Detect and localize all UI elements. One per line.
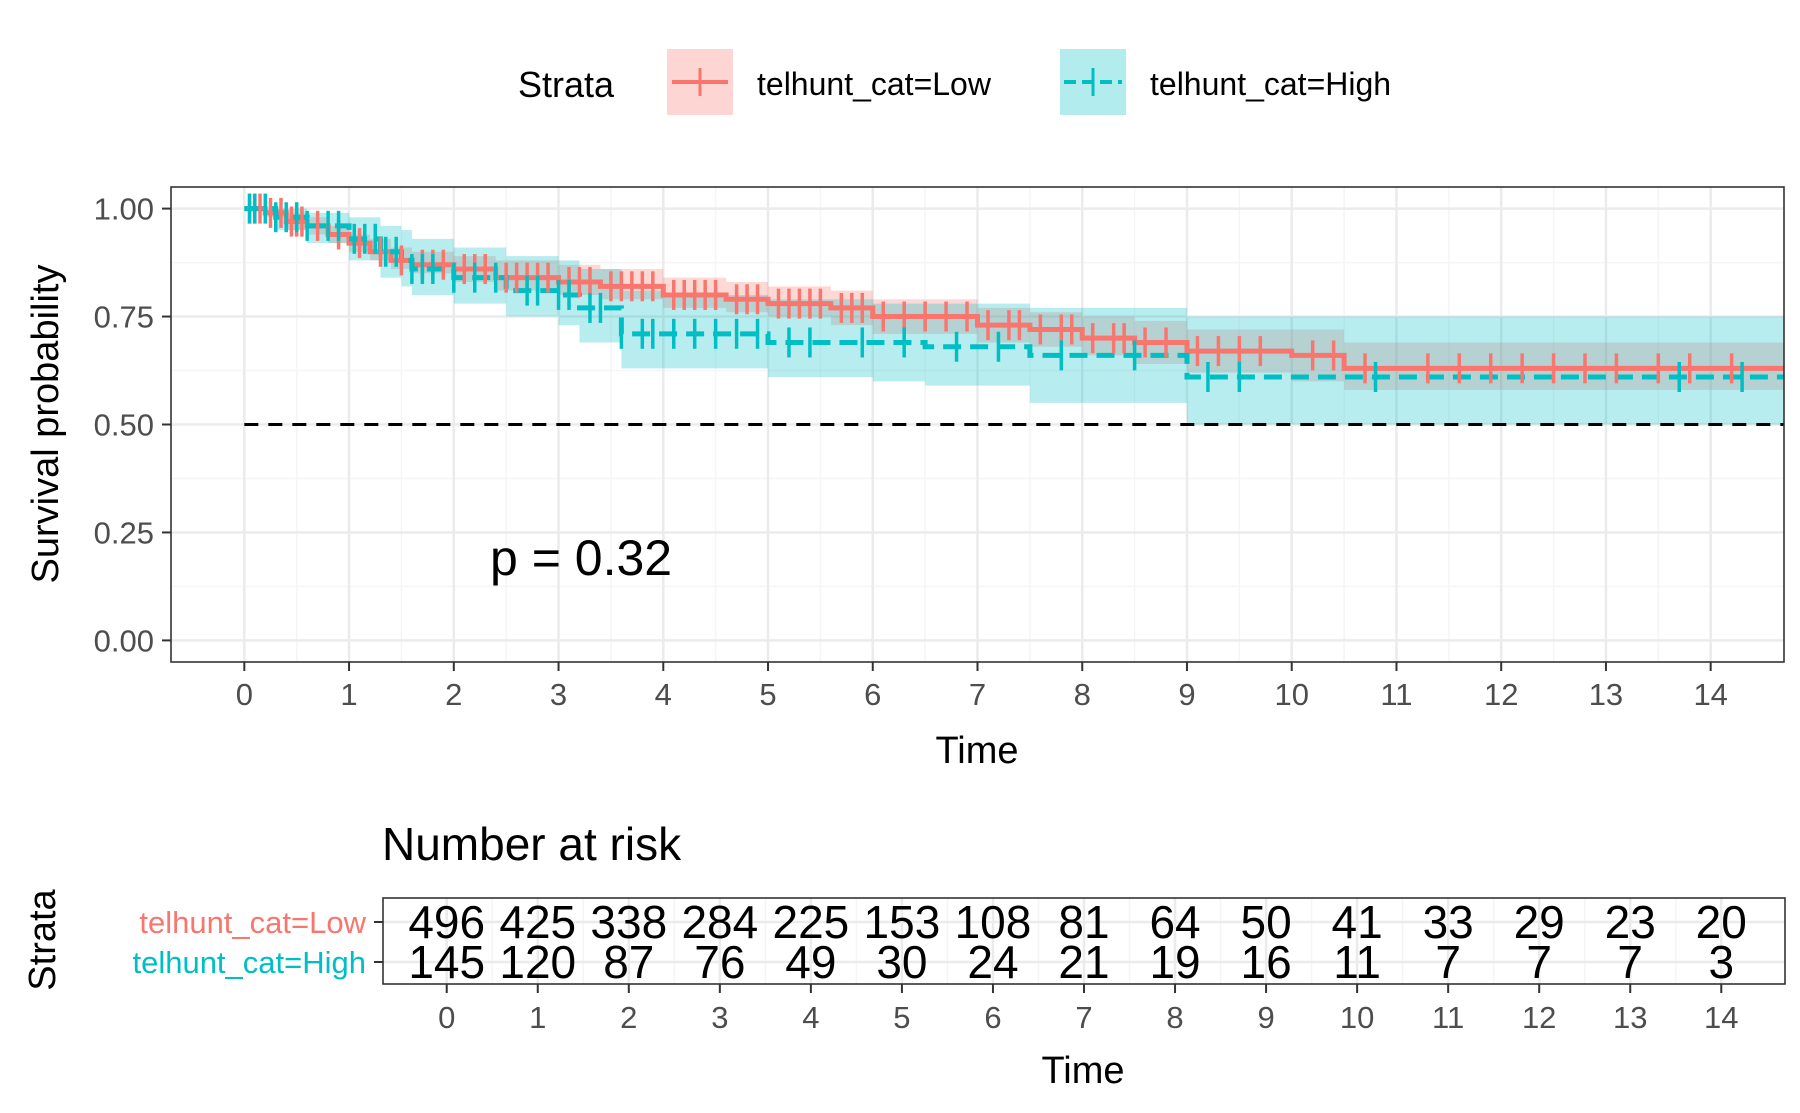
- risk-table-strata-labels: telhunt_cat=Low telhunt_cat=High: [132, 905, 383, 980]
- risk-table-x-axis-title: Time: [1041, 1050, 1124, 1092]
- risk-value-low: 108: [955, 896, 1032, 948]
- x-tick-label: 5: [759, 677, 776, 712]
- x-tick-label: 12: [1484, 677, 1518, 712]
- legend: Strata telhunt_cat=Low telhunt_cat=High: [518, 49, 1391, 115]
- risk-table-grid: [383, 898, 1785, 984]
- risk-value-low: 225: [773, 896, 850, 948]
- risk-x-tick-label: 2: [620, 1000, 637, 1035]
- risk-x-tick-label: 1: [529, 1000, 546, 1035]
- x-tick-label: 9: [1178, 677, 1195, 712]
- risk-x-tick-label: 4: [802, 1000, 819, 1035]
- risk-value-high: 145: [408, 936, 485, 988]
- risk-value-low: 50: [1240, 896, 1291, 948]
- risk-value-high: 7: [1617, 936, 1643, 988]
- risk-value-high: 11: [1333, 936, 1381, 988]
- x-axis: 0 1 2 3 4 5 6 7 8 9 10 11 12 13 14: [236, 662, 1728, 712]
- risk-table-values: 496 425 338 284 225 153 108 81 64 50 41 33 29 23 20 145…: [408, 896, 1747, 988]
- risk-value-low: 81: [1058, 896, 1109, 948]
- y-tick-label: 0.25: [94, 515, 154, 550]
- risk-value-low: 64: [1149, 896, 1200, 948]
- ci-band-low: [244, 208, 1784, 390]
- risk-value-high: 30: [876, 936, 927, 988]
- x-axis-title: Time: [935, 730, 1018, 772]
- risk-value-low: 20: [1696, 896, 1747, 948]
- risk-x-tick-label: 0: [438, 1000, 455, 1035]
- x-tick-label: 3: [550, 677, 567, 712]
- p-value-annotation: p = 0.32: [490, 530, 672, 586]
- risk-value-low: 41: [1332, 896, 1383, 948]
- risk-x-tick-label: 11: [1432, 1000, 1464, 1035]
- risk-table-x-axis: 0 1 2 3 4 5 6 7 8 9 10 11 12 13 14: [438, 984, 1739, 1035]
- risk-value-low: 284: [681, 896, 758, 948]
- x-tick-label: 14: [1693, 677, 1727, 712]
- y-tick-label: 0.50: [94, 408, 154, 443]
- risk-value-high: 16: [1240, 936, 1291, 988]
- y-tick-label: 1.00: [94, 192, 154, 227]
- legend-key-low: [667, 49, 733, 115]
- risk-x-tick-label: 13: [1613, 1000, 1647, 1035]
- risk-value-low: 425: [499, 896, 576, 948]
- risk-value-low: 33: [1423, 896, 1474, 948]
- x-tick-label: 11: [1380, 677, 1412, 712]
- y-tick-label: 0.75: [94, 300, 154, 335]
- risk-x-tick-label: 7: [1075, 1000, 1092, 1035]
- x-tick-label: 7: [969, 677, 986, 712]
- risk-value-high: 24: [967, 936, 1018, 988]
- y-axis-title: Survival probability: [25, 265, 67, 584]
- survival-curve-high: [244, 206, 1784, 380]
- risk-value-high: 49: [785, 936, 836, 988]
- risk-value-high: 87: [603, 936, 654, 988]
- risk-table: Number at risk 496 425 338 284 225 153 108 81 64…: [22, 818, 1786, 1092]
- risk-value-low: 496: [408, 896, 485, 948]
- risk-table-y-axis-title: Strata: [22, 888, 64, 990]
- risk-value-high: 7: [1435, 936, 1461, 988]
- risk-value-low: 23: [1605, 896, 1656, 948]
- risk-value-high: 19: [1149, 936, 1200, 988]
- risk-x-tick-label: 5: [893, 1000, 910, 1035]
- risk-table-title: Number at risk: [382, 818, 682, 870]
- risk-strata-label-low: telhunt_cat=Low: [139, 905, 366, 940]
- survival-plot: 0 1 2 3 4 5 6 7 8 9 10 11 12 13 14 0.000.250.500.751.0…: [25, 186, 1785, 772]
- risk-value-high: 76: [694, 936, 745, 988]
- risk-x-tick-label: 10: [1340, 1000, 1374, 1035]
- legend-key-high: [1060, 49, 1126, 115]
- risk-x-tick-label: 14: [1704, 1000, 1738, 1035]
- x-tick-label: 0: [236, 677, 253, 712]
- risk-x-tick-label: 3: [711, 1000, 728, 1035]
- x-tick-label: 8: [1074, 677, 1091, 712]
- risk-value-low: 338: [590, 896, 667, 948]
- risk-value-high: 120: [499, 936, 576, 988]
- risk-value-high: 7: [1526, 936, 1552, 988]
- risk-x-tick-label: 6: [984, 1000, 1001, 1035]
- legend-label-high: telhunt_cat=High: [1150, 66, 1391, 102]
- x-tick-label: 6: [864, 677, 881, 712]
- x-tick-label: 1: [340, 677, 357, 712]
- risk-value-low: 29: [1514, 896, 1565, 948]
- risk-x-tick-label: 9: [1257, 1000, 1274, 1035]
- risk-x-tick-label: 12: [1522, 1000, 1556, 1035]
- risk-value-high: 3: [1708, 936, 1734, 988]
- risk-strata-label-high: telhunt_cat=High: [132, 945, 366, 980]
- x-tick-label: 2: [445, 677, 462, 712]
- x-tick-label: 4: [655, 677, 672, 712]
- legend-title: Strata: [518, 64, 615, 105]
- risk-x-tick-label: 8: [1166, 1000, 1183, 1035]
- risk-value-low: 153: [864, 896, 941, 948]
- x-tick-label: 10: [1274, 677, 1308, 712]
- y-tick-label: 0.00: [94, 623, 154, 658]
- y-axis: 0.00 0.25 0.50 0.75 1.00: [94, 192, 171, 658]
- x-tick-label: 13: [1589, 677, 1623, 712]
- legend-label-low: telhunt_cat=Low: [757, 66, 992, 102]
- risk-value-high: 21: [1058, 936, 1109, 988]
- censor-marks: [247, 193, 1744, 392]
